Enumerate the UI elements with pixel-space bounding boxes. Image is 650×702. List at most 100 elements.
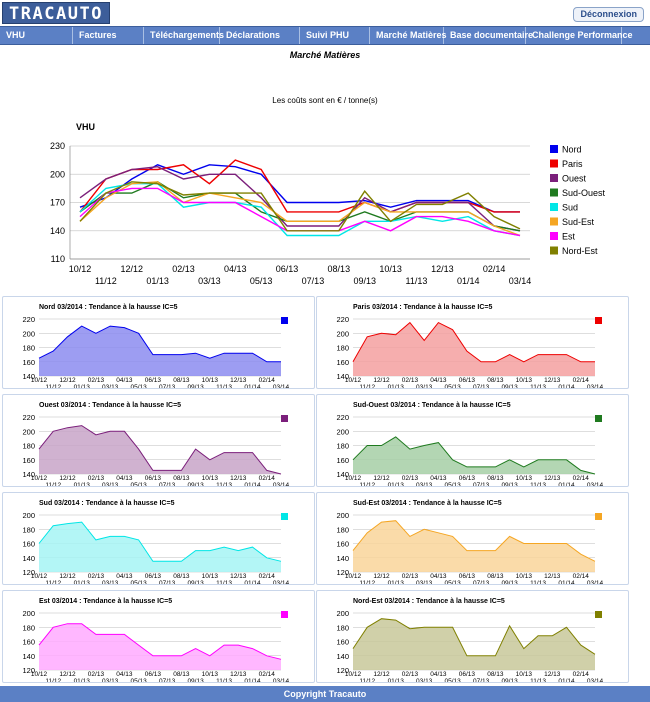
x-tick-label: 03/14 — [587, 384, 604, 388]
tracauto-logo[interactable]: TRACAUTO — [2, 2, 110, 24]
x-tick-label: 12/12 — [59, 573, 76, 580]
chart-sud: Sud 03/2014 : Tendance à la hausse IC=5 1… — [22, 500, 289, 584]
legend-label-nord: Nord — [562, 145, 582, 155]
x-tick-label: 03/13 — [416, 580, 433, 584]
x-tick-label: 10/12 — [69, 264, 92, 274]
y-tick-label: 160 — [22, 358, 35, 367]
y-tick-label: 170 — [50, 198, 65, 208]
x-tick-label: 11/12 — [359, 482, 375, 486]
x-tick-label: 11/13 — [530, 482, 546, 486]
y-tick-label: 120 — [22, 666, 35, 675]
chart-est: Est 03/2014 : Tendance à la hausse IC=5 1… — [22, 598, 289, 682]
x-tick-label: 08/13 — [487, 475, 504, 482]
x-tick-label: 09/13 — [353, 276, 376, 286]
x-tick-label: 02/14 — [573, 377, 590, 384]
nav-item-challenge-performance[interactable]: Challenge Performance — [526, 27, 633, 44]
x-tick-label: 08/13 — [173, 475, 190, 482]
chart-panel-est: Est 03/2014 : Tendance à la hausse IC=5 1… — [2, 590, 315, 683]
x-tick-label: 02/14 — [259, 377, 276, 384]
x-tick-label: 05/13 — [445, 384, 462, 388]
x-tick-label: 09/13 — [187, 384, 204, 388]
x-tick-label: 02/13 — [402, 671, 419, 678]
x-tick-label: 06/13 — [145, 475, 162, 482]
y-tick-label: 180 — [336, 525, 349, 534]
chart-nord: Nord 03/2014 : Tendance à la hausse IC=5… — [22, 304, 289, 388]
y-tick-label: 200 — [22, 427, 35, 436]
x-tick-label: 11/12 — [359, 384, 375, 388]
x-tick-label: 07/13 — [159, 580, 176, 584]
chart-panel-ouest: Ouest 03/2014 : Tendance à la hausse IC=… — [2, 394, 315, 487]
series-line-sud-ouest — [79, 181, 521, 232]
x-tick-label: 09/13 — [501, 384, 518, 388]
x-tick-label: 03/13 — [416, 482, 433, 486]
x-tick-label: 07/13 — [159, 384, 176, 388]
y-tick-label: 200 — [50, 169, 65, 179]
x-tick-label: 10/12 — [345, 671, 362, 678]
x-tick-label: 05/13 — [445, 482, 462, 486]
nav-item-base-documentaire[interactable]: Base documentaire — [444, 27, 533, 44]
small-chart-swatch — [595, 513, 602, 520]
x-tick-label: 03/14 — [587, 580, 604, 584]
nav-item-vhu[interactable]: VHU — [0, 27, 73, 44]
series-line-sud-est — [79, 181, 521, 237]
x-tick-label: 04/13 — [116, 377, 133, 384]
nav-item-declarations[interactable]: Déclarations — [220, 27, 300, 44]
area-line — [352, 520, 596, 562]
small-chart-swatch — [281, 513, 288, 520]
legend-swatch-sud-est — [550, 217, 558, 226]
x-tick-label: 05/13 — [131, 678, 148, 682]
y-tick-label: 220 — [22, 413, 35, 422]
x-tick-label: 02/13 — [172, 264, 195, 274]
small-chart-swatch — [281, 317, 288, 324]
x-tick-label: 07/13 — [473, 384, 490, 388]
x-tick-label: 12/12 — [373, 475, 390, 482]
x-tick-label: 06/13 — [145, 573, 162, 580]
small-chart-title: Est 03/2014 : Tendance à la hausse IC=5 — [39, 598, 172, 605]
x-tick-label: 03/13 — [102, 482, 119, 486]
x-tick-label: 01/13 — [74, 482, 91, 486]
x-tick-label: 10/13 — [202, 377, 219, 384]
x-tick-label: 09/13 — [501, 580, 518, 584]
x-tick-label: 12/13 — [230, 573, 247, 580]
y-tick-label: 140 — [22, 372, 35, 381]
x-tick-label: 03/14 — [273, 482, 290, 486]
x-tick-label: 04/13 — [430, 573, 447, 580]
logout-button[interactable]: Déconnexion — [573, 7, 644, 22]
nav-item-telechargements[interactable]: Téléchargements — [144, 27, 224, 44]
area-fill — [39, 326, 281, 376]
legend-label-est: Est — [562, 232, 576, 242]
x-tick-label: 10/12 — [31, 573, 48, 580]
x-tick-label: 10/13 — [516, 475, 533, 482]
x-tick-label: 03/14 — [587, 678, 604, 682]
chart-sud-est: Sud-Est 03/2014 : Tendance à la hausse I… — [336, 500, 604, 584]
x-tick-label: 05/13 — [131, 482, 148, 486]
legend-swatch-sud-ouest — [550, 188, 558, 197]
x-tick-label: 11/12 — [45, 580, 61, 584]
x-tick-label: 01/13 — [146, 276, 169, 286]
x-tick-label: 03/13 — [102, 678, 119, 682]
x-tick-label: 08/13 — [173, 671, 190, 678]
x-tick-label: 12/13 — [230, 377, 247, 384]
small-chart-title: Nord-Est 03/2014 : Tendance à la hausse … — [353, 598, 505, 605]
x-tick-label: 05/13 — [445, 678, 462, 682]
x-tick-label: 05/13 — [250, 276, 273, 286]
y-tick-label: 140 — [50, 226, 65, 236]
x-tick-label: 03/14 — [587, 482, 604, 486]
x-tick-label: 12/13 — [544, 475, 561, 482]
x-tick-label: 02/13 — [402, 475, 419, 482]
x-tick-label: 11/12 — [45, 678, 61, 682]
x-tick-label: 03/13 — [102, 384, 119, 388]
x-tick-label: 01/13 — [388, 384, 405, 388]
x-tick-label: 06/13 — [276, 264, 299, 274]
nav-item-factures[interactable]: Factures — [73, 27, 144, 44]
nav-item-suivi-phu[interactable]: Suivi PHU — [300, 27, 370, 44]
x-tick-label: 01/14 — [244, 482, 261, 486]
y-tick-label: 160 — [22, 540, 35, 549]
nav-item-marche-matieres[interactable]: Marché Matières — [370, 27, 447, 44]
x-tick-label: 10/13 — [516, 377, 533, 384]
x-tick-label: 02/13 — [402, 377, 419, 384]
small-chart-swatch — [281, 415, 288, 422]
x-tick-label: 03/13 — [198, 276, 221, 286]
y-tick-label: 140 — [22, 554, 35, 563]
y-tick-label: 120 — [336, 666, 349, 675]
